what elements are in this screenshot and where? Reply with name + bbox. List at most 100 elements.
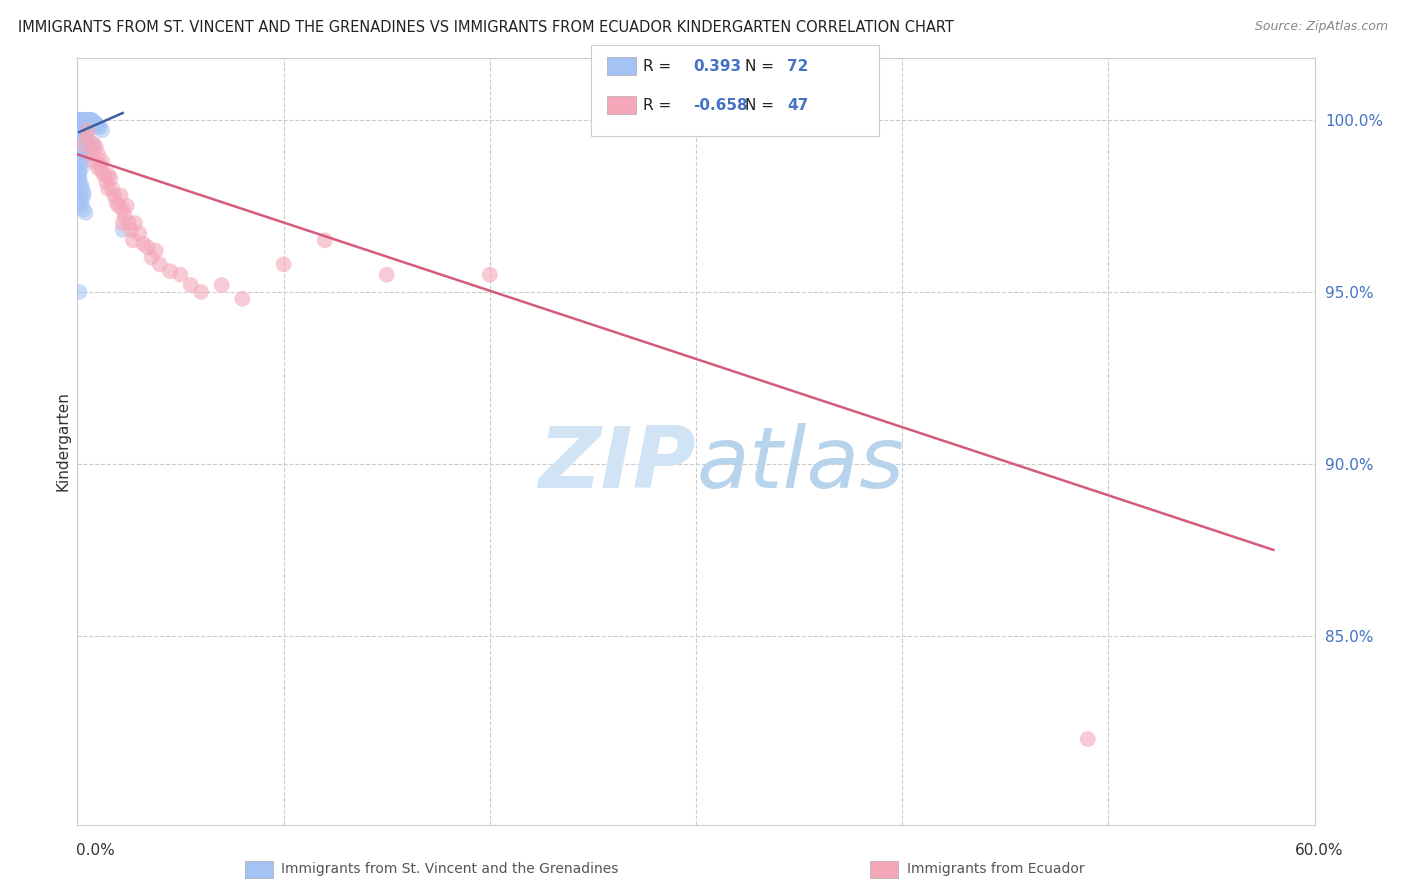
Point (97, 168, 120, 182)
Point (76, 123, 98, 137)
Point (149, 257, 172, 271)
Point (159, 264, 181, 278)
Text: R =: R = (643, 98, 676, 112)
Point (75, 112, 97, 127)
Point (273, 257, 295, 271)
Point (120, 223, 142, 237)
Point (72, 112, 94, 127)
Point (115, 199, 138, 213)
Point (72, 136, 94, 151)
Point (67, 123, 90, 137)
Point (231, 292, 253, 306)
Point (67, 285, 90, 299)
Point (75, 112, 97, 127)
Point (67, 171, 90, 186)
Point (72, 188, 94, 202)
Text: 47: 47 (787, 98, 808, 112)
Point (70, 161, 93, 175)
Point (70, 112, 93, 127)
Text: 0.0%: 0.0% (76, 843, 115, 858)
Point (118, 216, 141, 230)
Text: R =: R = (643, 59, 676, 73)
Point (70, 178, 93, 193)
Point (169, 268, 191, 282)
Point (98, 171, 121, 186)
Point (83, 140, 105, 154)
Text: Immigrants from Ecuador: Immigrants from Ecuador (907, 862, 1084, 876)
Point (75, 130, 97, 145)
Point (84, 116, 107, 130)
Point (75, 112, 97, 127)
Point (83, 116, 105, 130)
Point (72, 144, 94, 158)
Point (70, 195, 93, 210)
Point (141, 251, 163, 265)
Text: 0.393: 0.393 (693, 59, 741, 73)
Point (111, 216, 134, 230)
Point (67, 112, 90, 127)
Point (75, 147, 97, 161)
Text: N =: N = (745, 59, 779, 73)
Point (67, 199, 90, 213)
Point (1077, 732, 1099, 747)
Point (70, 112, 93, 127)
Point (72, 154, 94, 169)
Point (122, 233, 145, 247)
Point (72, 185, 94, 199)
Point (80, 147, 103, 161)
Point (67, 168, 90, 182)
Y-axis label: Kindergarten: Kindergarten (55, 392, 70, 491)
Point (70, 112, 93, 127)
Point (80, 112, 103, 127)
Point (75, 206, 97, 220)
Point (101, 182, 124, 196)
Point (96, 175, 118, 189)
Text: IMMIGRANTS FROM ST. VINCENT AND THE GRENADINES VS IMMIGRANTS FROM ECUADOR KINDER: IMMIGRANTS FROM ST. VINCENT AND THE GREN… (18, 20, 955, 35)
Point (67, 164, 90, 178)
Point (145, 244, 167, 258)
Point (114, 209, 136, 223)
Point (72, 112, 94, 127)
Point (72, 112, 94, 127)
Point (70, 123, 93, 137)
Point (136, 240, 159, 254)
Point (76, 112, 98, 127)
Point (70, 127, 93, 141)
Point (124, 216, 146, 230)
Point (83, 154, 105, 169)
Point (110, 188, 132, 202)
Text: 60.0%: 60.0% (1295, 843, 1343, 858)
Point (79, 136, 101, 151)
Text: Source: ZipAtlas.com: Source: ZipAtlas.com (1254, 20, 1388, 33)
Point (76, 112, 98, 127)
Point (72, 112, 94, 127)
Point (76, 130, 98, 145)
Text: 72: 72 (787, 59, 808, 73)
Point (72, 112, 94, 127)
Text: -0.658: -0.658 (693, 98, 748, 112)
Point (67, 175, 90, 189)
Point (103, 188, 125, 202)
Point (79, 112, 101, 127)
Point (70, 112, 93, 127)
Point (72, 130, 94, 145)
Point (72, 112, 94, 127)
Point (67, 158, 90, 172)
Point (79, 112, 101, 127)
Point (111, 223, 134, 237)
Point (80, 112, 103, 127)
Point (91, 123, 114, 137)
Point (70, 112, 93, 127)
Point (80, 136, 103, 151)
Text: atlas: atlas (696, 423, 904, 506)
Point (80, 116, 103, 130)
Point (132, 236, 155, 251)
Point (190, 285, 212, 299)
Point (70, 182, 93, 196)
Point (87, 120, 110, 134)
Point (91, 164, 114, 178)
Point (72, 112, 94, 127)
Point (70, 151, 93, 165)
Point (87, 120, 110, 134)
Point (67, 112, 90, 127)
